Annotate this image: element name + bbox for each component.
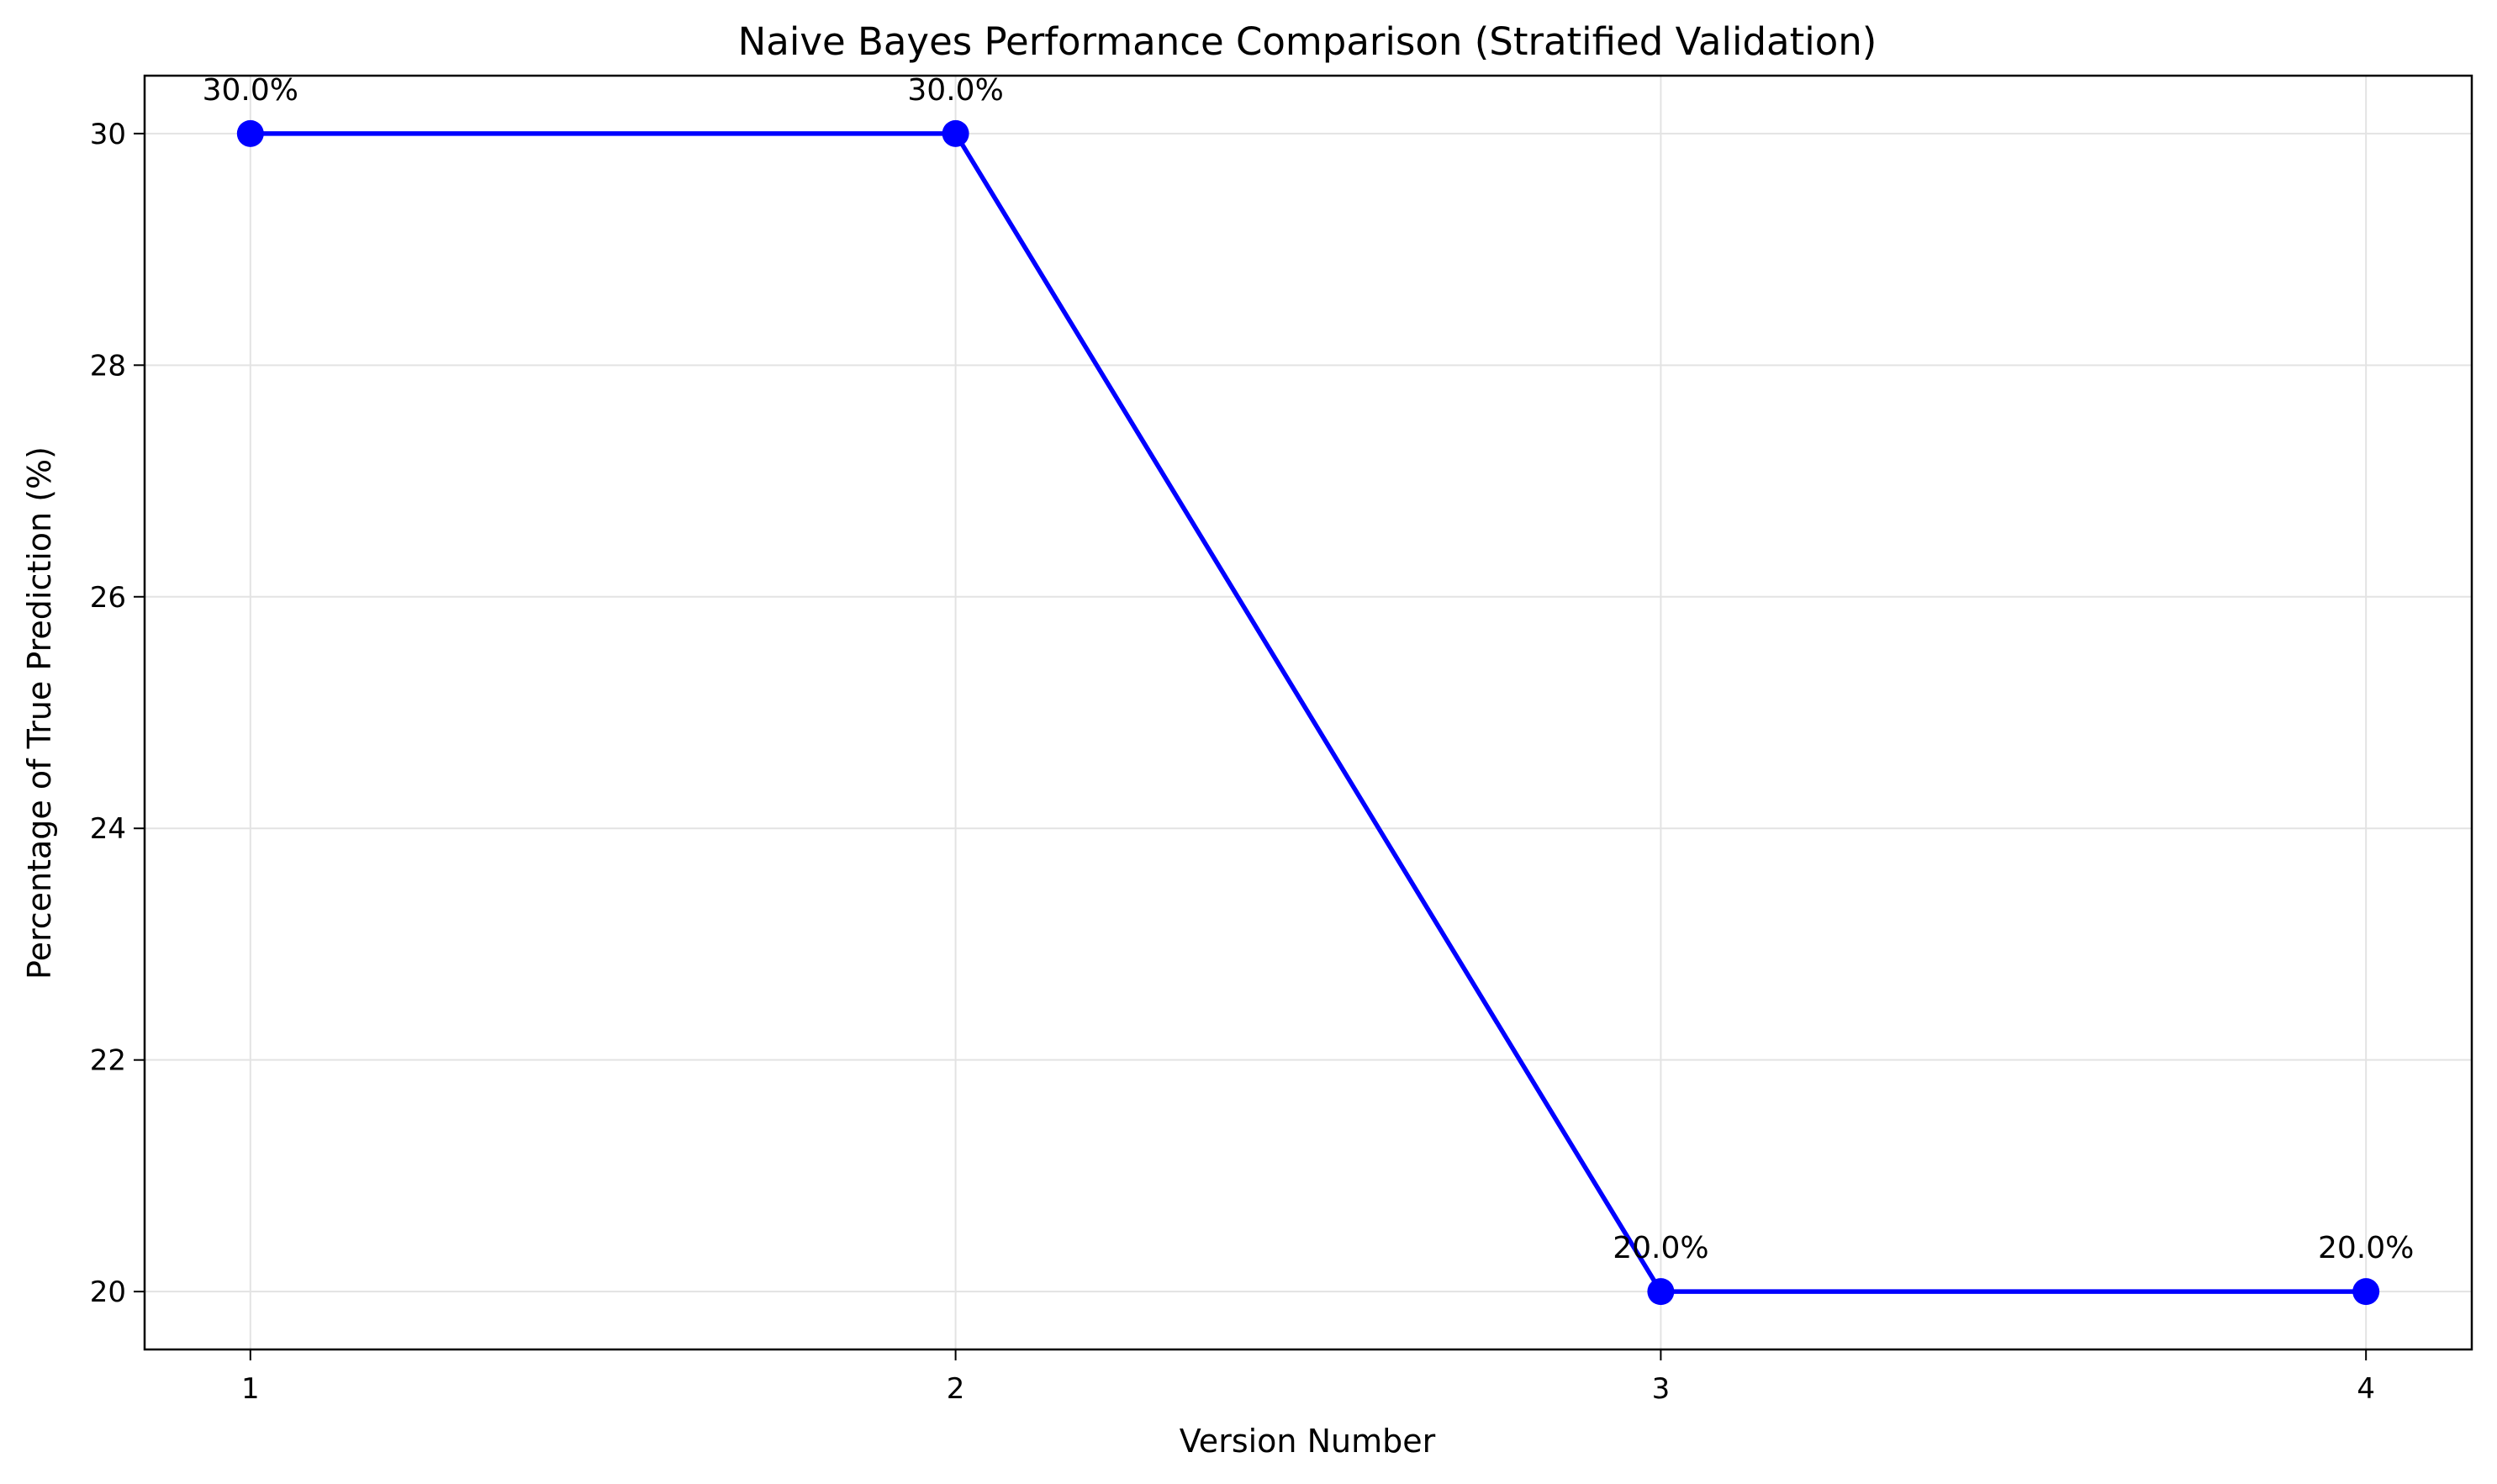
y-tick-label-3: 26 xyxy=(90,581,126,615)
data-point-1 xyxy=(942,119,969,147)
y-tick-label-5: 30 xyxy=(90,118,126,151)
data-label-2: 20.0% xyxy=(1613,1231,1708,1265)
data-label-3: 20.0% xyxy=(2318,1231,2414,1265)
data-point-0 xyxy=(236,119,264,147)
data-labels: 30.0% 30.0% 20.0% 20.0% xyxy=(203,73,2415,1265)
series-line-0 xyxy=(250,131,2367,1294)
y-tick-label-2: 24 xyxy=(90,812,126,846)
y-axis-ticks: 20 22 24 26 28 30 xyxy=(90,118,145,1309)
chart-title: Naive Bayes Performance Comparison (Stra… xyxy=(738,19,1877,64)
data-point-2 xyxy=(1647,1278,1675,1306)
data-label-1: 30.0% xyxy=(907,73,1003,108)
x-tick-label-2: 3 xyxy=(1652,1372,1671,1406)
y-tick-label-4: 28 xyxy=(90,349,126,383)
data-point-3 xyxy=(2352,1278,2380,1306)
plot-frame xyxy=(143,74,2473,1351)
x-axis-label: Version Number xyxy=(1180,1423,1436,1460)
x-axis-ticks: 1 2 3 4 xyxy=(241,1349,2375,1406)
y-tick-label-1: 22 xyxy=(90,1044,126,1078)
y-axis-label: Percentage of True Prediction (%) xyxy=(21,446,58,980)
series-layer xyxy=(236,119,2380,1306)
data-label-0: 30.0% xyxy=(203,73,298,108)
x-tick-label-0: 1 xyxy=(241,1372,260,1406)
x-tick-label-1: 2 xyxy=(947,1372,965,1406)
grid-lines xyxy=(145,76,2472,1349)
y-tick-label-0: 20 xyxy=(90,1275,126,1309)
x-tick-label-3: 4 xyxy=(2357,1372,2375,1406)
